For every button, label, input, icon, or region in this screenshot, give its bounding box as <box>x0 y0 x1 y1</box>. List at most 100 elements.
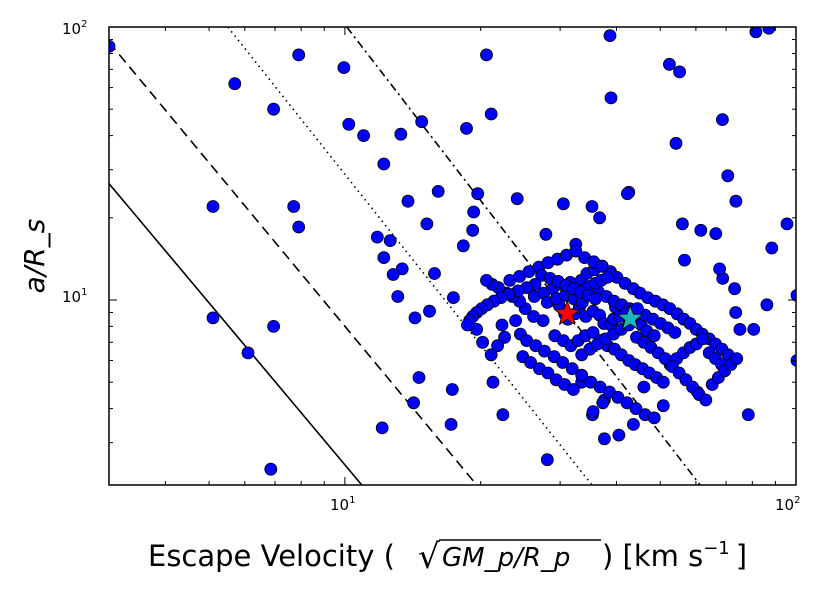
data-point <box>760 298 774 312</box>
data-point <box>729 306 743 319</box>
reference-lines <box>109 27 701 485</box>
data-point <box>486 375 500 389</box>
data-point <box>480 48 493 62</box>
svg-text:Escape Velocity (: Escape Velocity ( <box>148 539 395 573</box>
x-axis-title: Escape Velocity ( √ GM_p/R_p ) [km s−1] <box>148 537 747 577</box>
data-point <box>431 184 445 198</box>
svg-text:102: 102 <box>775 495 800 514</box>
data-point <box>741 408 755 422</box>
data-point <box>621 187 634 201</box>
data-point <box>484 348 498 362</box>
data-point <box>713 262 726 276</box>
data-point <box>476 335 490 349</box>
data-point <box>446 291 460 305</box>
data-point <box>604 91 618 105</box>
data-point <box>206 311 220 325</box>
data-point <box>412 371 426 384</box>
data-point <box>595 259 609 273</box>
data-point <box>765 241 779 255</box>
svg-text:GM_p/R_p: GM_p/R_p <box>442 543 570 573</box>
data-point <box>586 405 600 419</box>
data-point <box>407 396 421 410</box>
data-point <box>444 417 458 431</box>
data-point <box>496 408 510 422</box>
data-point <box>386 268 400 281</box>
data-point <box>728 282 741 296</box>
data-point <box>637 380 651 394</box>
data-point <box>603 29 617 42</box>
data-point <box>586 326 600 339</box>
data-point <box>524 356 537 369</box>
svg-text:) [km s−1]: ) [km s−1] <box>602 538 747 573</box>
data-point <box>647 411 661 425</box>
data-point <box>509 314 522 328</box>
highlight-red-star <box>553 299 581 326</box>
reference-line-dashed <box>109 41 478 485</box>
data-point <box>491 339 505 353</box>
svg-text:√: √ <box>418 537 440 577</box>
data-point <box>292 220 306 234</box>
data-point <box>391 290 405 303</box>
data-point <box>556 356 570 369</box>
data-point <box>575 368 589 382</box>
data-point <box>612 428 626 442</box>
data-point <box>540 453 554 467</box>
data-point <box>206 200 220 213</box>
data-point <box>541 366 555 380</box>
data-point <box>527 310 540 323</box>
reference-line-solid <box>109 183 363 485</box>
data-point <box>267 319 281 333</box>
data-point <box>790 288 796 302</box>
svg-text:102: 102 <box>62 19 87 38</box>
data-point <box>716 113 729 126</box>
data-point <box>656 399 670 413</box>
data-point <box>709 227 723 241</box>
data-point <box>729 194 743 208</box>
data-point <box>377 157 391 171</box>
data-point <box>480 273 493 287</box>
data-point <box>484 107 498 121</box>
data-point <box>445 383 459 396</box>
data-point <box>401 194 415 208</box>
data-point <box>569 244 583 258</box>
data-point <box>588 292 602 306</box>
data-point <box>495 318 509 332</box>
data-point <box>538 344 551 358</box>
data-points <box>109 27 796 476</box>
y-tick-label-10: 101 <box>62 287 87 306</box>
data-point <box>370 230 384 244</box>
data-point <box>747 322 761 336</box>
data-point <box>749 27 763 39</box>
data-point <box>423 304 436 318</box>
data-point <box>593 211 606 225</box>
data-point <box>510 192 524 206</box>
data-point <box>673 65 686 79</box>
reference-line-dashdot <box>346 27 701 485</box>
svg-text:a/R_s: a/R_s <box>18 219 51 294</box>
data-point <box>467 205 481 219</box>
data-point <box>656 375 670 389</box>
plot-frame <box>108 26 797 486</box>
data-point <box>658 352 672 366</box>
data-point <box>428 267 441 280</box>
data-point <box>694 223 708 237</box>
data-point <box>669 136 683 150</box>
reference-line-dotted <box>227 27 593 485</box>
data-point <box>394 127 408 141</box>
data-point <box>241 346 255 360</box>
svg-text:101: 101 <box>330 495 355 514</box>
data-point <box>456 239 470 253</box>
data-point <box>699 393 713 407</box>
data-point <box>292 48 306 62</box>
data-point <box>678 253 691 267</box>
data-point <box>733 322 747 336</box>
data-point <box>668 326 682 339</box>
data-point <box>267 102 281 116</box>
data-point <box>357 129 371 143</box>
data-point <box>596 396 610 410</box>
data-point <box>460 121 473 135</box>
data-point <box>721 169 735 183</box>
data-point <box>420 217 434 231</box>
data-point <box>627 417 640 431</box>
